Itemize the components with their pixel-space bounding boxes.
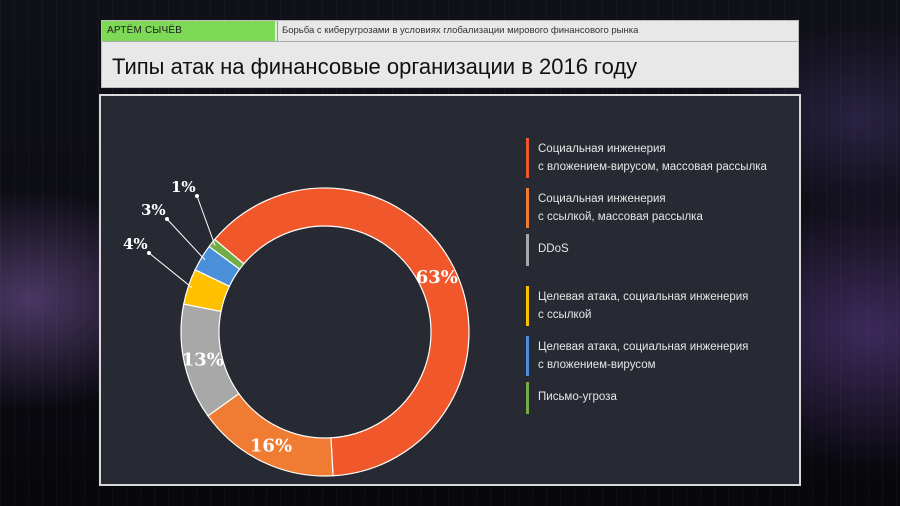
slide-header: АРТЁМ СЫЧЁВ Борьба с киберугрозами в усл… [101, 20, 799, 88]
donut-slice [213, 187, 470, 477]
presentation-subtitle: Борьба с киберугрозами в условиях глобал… [277, 21, 798, 41]
legend-swatch [526, 286, 529, 326]
legend-label: Письмо-угроза [538, 391, 617, 403]
header-divider [102, 41, 798, 42]
legend-label: Социальная инженерия с вложением-вирусом… [538, 143, 767, 173]
leader-dot [165, 217, 169, 221]
leader-line [166, 218, 206, 261]
legend-label: Целевая атака, социальная инженерия с сс… [538, 291, 749, 321]
slice-label: 3% [141, 201, 166, 219]
slide-title: Типы атак на финансовые организации в 20… [112, 54, 638, 79]
donut-chart: 63% 16% 13% 4% 3% 1% [123, 178, 470, 477]
legend-label: DDoS [538, 243, 569, 255]
author-name: АРТЁМ СЫЧЁВ [102, 21, 275, 41]
legend-swatch [526, 234, 529, 266]
legend-swatch [526, 382, 529, 414]
slice-label: 16% [250, 436, 292, 457]
leader-line [196, 195, 216, 246]
donut-slice [208, 238, 245, 270]
slice-label: 4% [123, 235, 148, 253]
legend-swatch [526, 138, 529, 178]
slice-label: 1% [171, 178, 196, 196]
legend-swatch [526, 188, 529, 228]
leader-dot [195, 194, 199, 198]
legend-label: Целевая атака, социальная инженерия с вл… [538, 341, 749, 371]
legend-swatch [526, 336, 529, 376]
chart-panel: 63% 16% 13% 4% 3% 1% Социальная инженерия с в… [99, 94, 801, 486]
slice-label: 13% [182, 349, 224, 370]
leader-line [148, 252, 193, 289]
leader-dot [147, 251, 151, 255]
slice-label: 63% [416, 267, 458, 288]
legend-label: Социальная инженерия с ссылкой, массовая… [538, 193, 703, 223]
